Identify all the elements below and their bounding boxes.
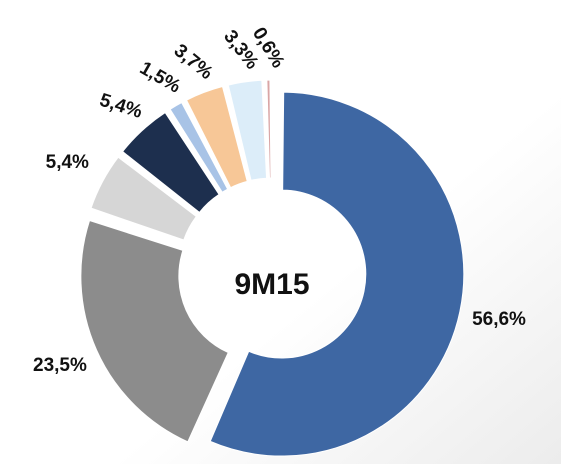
data-label: 56,6% <box>472 309 526 330</box>
donut-segment <box>169 101 229 193</box>
donut-segment <box>266 79 272 179</box>
data-label: 23,5% <box>33 355 87 376</box>
donut-segment <box>80 219 229 443</box>
data-label: 5,4% <box>46 152 89 173</box>
center-label: 9M15 <box>234 268 309 301</box>
donut-segment <box>185 85 248 189</box>
donut-segment <box>121 111 220 214</box>
donut-segment <box>227 79 268 182</box>
donut-segment <box>90 156 197 241</box>
donut-segment <box>209 91 465 457</box>
